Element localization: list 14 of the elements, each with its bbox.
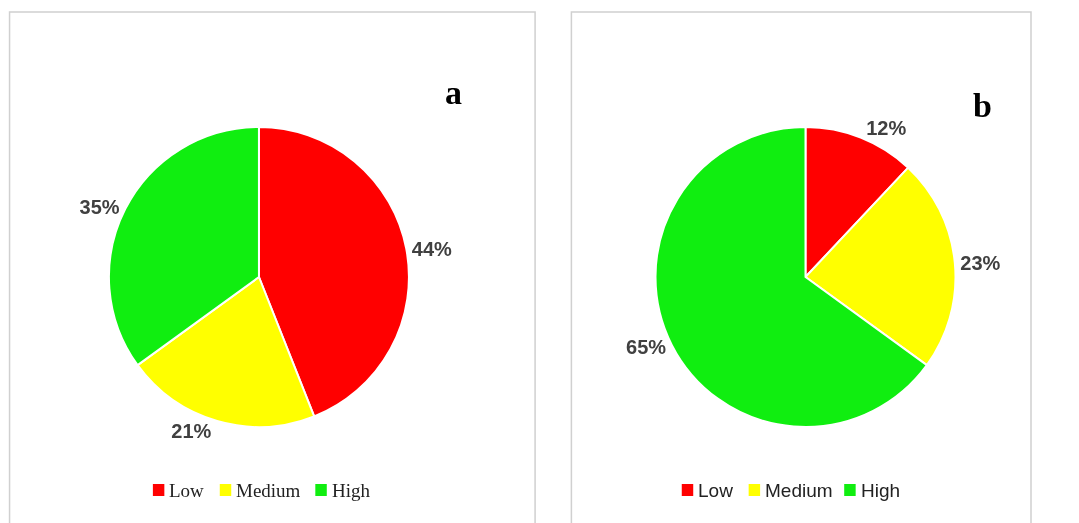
legend-label: Medium: [765, 480, 833, 501]
legend-label: Low: [169, 480, 205, 501]
legend-label: High: [332, 480, 371, 501]
data-label: 44%: [411, 237, 453, 260]
data-label: 65%: [626, 336, 667, 359]
legend-label: Medium: [236, 480, 301, 501]
chart-title: b: [973, 87, 992, 124]
legend-label: High: [861, 480, 901, 501]
legend-label: Low: [698, 480, 734, 501]
data-label: 21%: [171, 420, 212, 443]
data-label: 23%: [960, 251, 1001, 274]
chart-title: a: [445, 74, 462, 111]
data-label: 35%: [79, 195, 120, 218]
data-label: 12%: [866, 117, 907, 140]
